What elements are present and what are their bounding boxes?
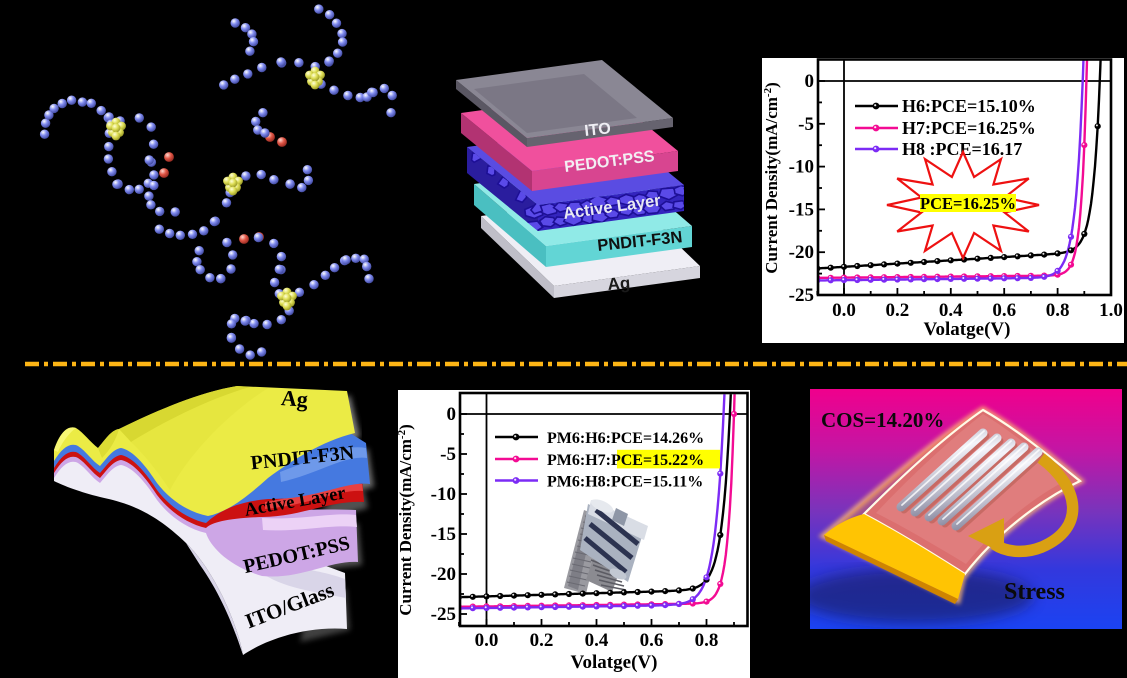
svg-text:0: 0 (447, 404, 457, 425)
svg-text:PM6:H6:PCE=14.26%: PM6:H6:PCE=14.26% (547, 430, 704, 447)
svg-text:-25: -25 (431, 604, 456, 625)
svg-text:-5: -5 (798, 114, 814, 135)
svg-text:-20: -20 (431, 564, 456, 585)
svg-text:1.0: 1.0 (1099, 300, 1123, 321)
svg-text:PM6:H7:PCE=15.22%: PM6:H7:PCE=15.22% (547, 452, 704, 469)
svg-text:-25: -25 (789, 285, 814, 306)
svg-text:-20: -20 (789, 242, 814, 263)
svg-text:0.0: 0.0 (475, 630, 499, 651)
svg-text:Stress: Stress (1004, 579, 1065, 605)
svg-text:-5: -5 (440, 444, 456, 465)
svg-text:H6:PCE=15.10%: H6:PCE=15.10% (902, 96, 1036, 116)
svg-text:Ag: Ag (607, 273, 631, 294)
svg-text:Volatge(V): Volatge(V) (924, 319, 1011, 340)
svg-text:-15: -15 (431, 524, 456, 545)
svg-text:COS=14.20%: COS=14.20% (821, 408, 944, 432)
svg-text:0.2: 0.2 (530, 630, 554, 651)
svg-text:Current Density(mA/cm-2): Current Density(mA/cm-2) (398, 424, 415, 616)
svg-text:-10: -10 (789, 157, 814, 178)
svg-text:Volatge(V): Volatge(V) (571, 652, 658, 673)
svg-text:0.8: 0.8 (1046, 300, 1070, 321)
svg-text:0.4: 0.4 (939, 300, 963, 321)
svg-text:H8 :PCE=16.17: H8 :PCE=16.17 (902, 139, 1022, 159)
svg-text:0.4: 0.4 (585, 630, 609, 651)
svg-text:0: 0 (805, 71, 815, 92)
svg-text:0.6: 0.6 (992, 300, 1016, 321)
svg-text:0.8: 0.8 (695, 630, 719, 651)
svg-text:PM6:H8:PCE=15.11%: PM6:H8:PCE=15.11% (547, 474, 703, 491)
svg-text:PCE=16.25%: PCE=16.25% (920, 194, 1016, 213)
svg-text:0.6: 0.6 (640, 630, 664, 651)
svg-text:0.0: 0.0 (832, 300, 856, 321)
svg-text:H7:PCE=16.25%: H7:PCE=16.25% (902, 118, 1036, 138)
svg-text:-15: -15 (789, 199, 814, 220)
svg-text:Current Density(mA/cm-2): Current Density(mA/cm-2) (762, 82, 781, 274)
svg-text:ITO: ITO (584, 120, 612, 140)
svg-text:-10: -10 (431, 484, 456, 505)
svg-text:0.2: 0.2 (886, 300, 910, 321)
svg-text:Ag: Ag (280, 385, 309, 412)
